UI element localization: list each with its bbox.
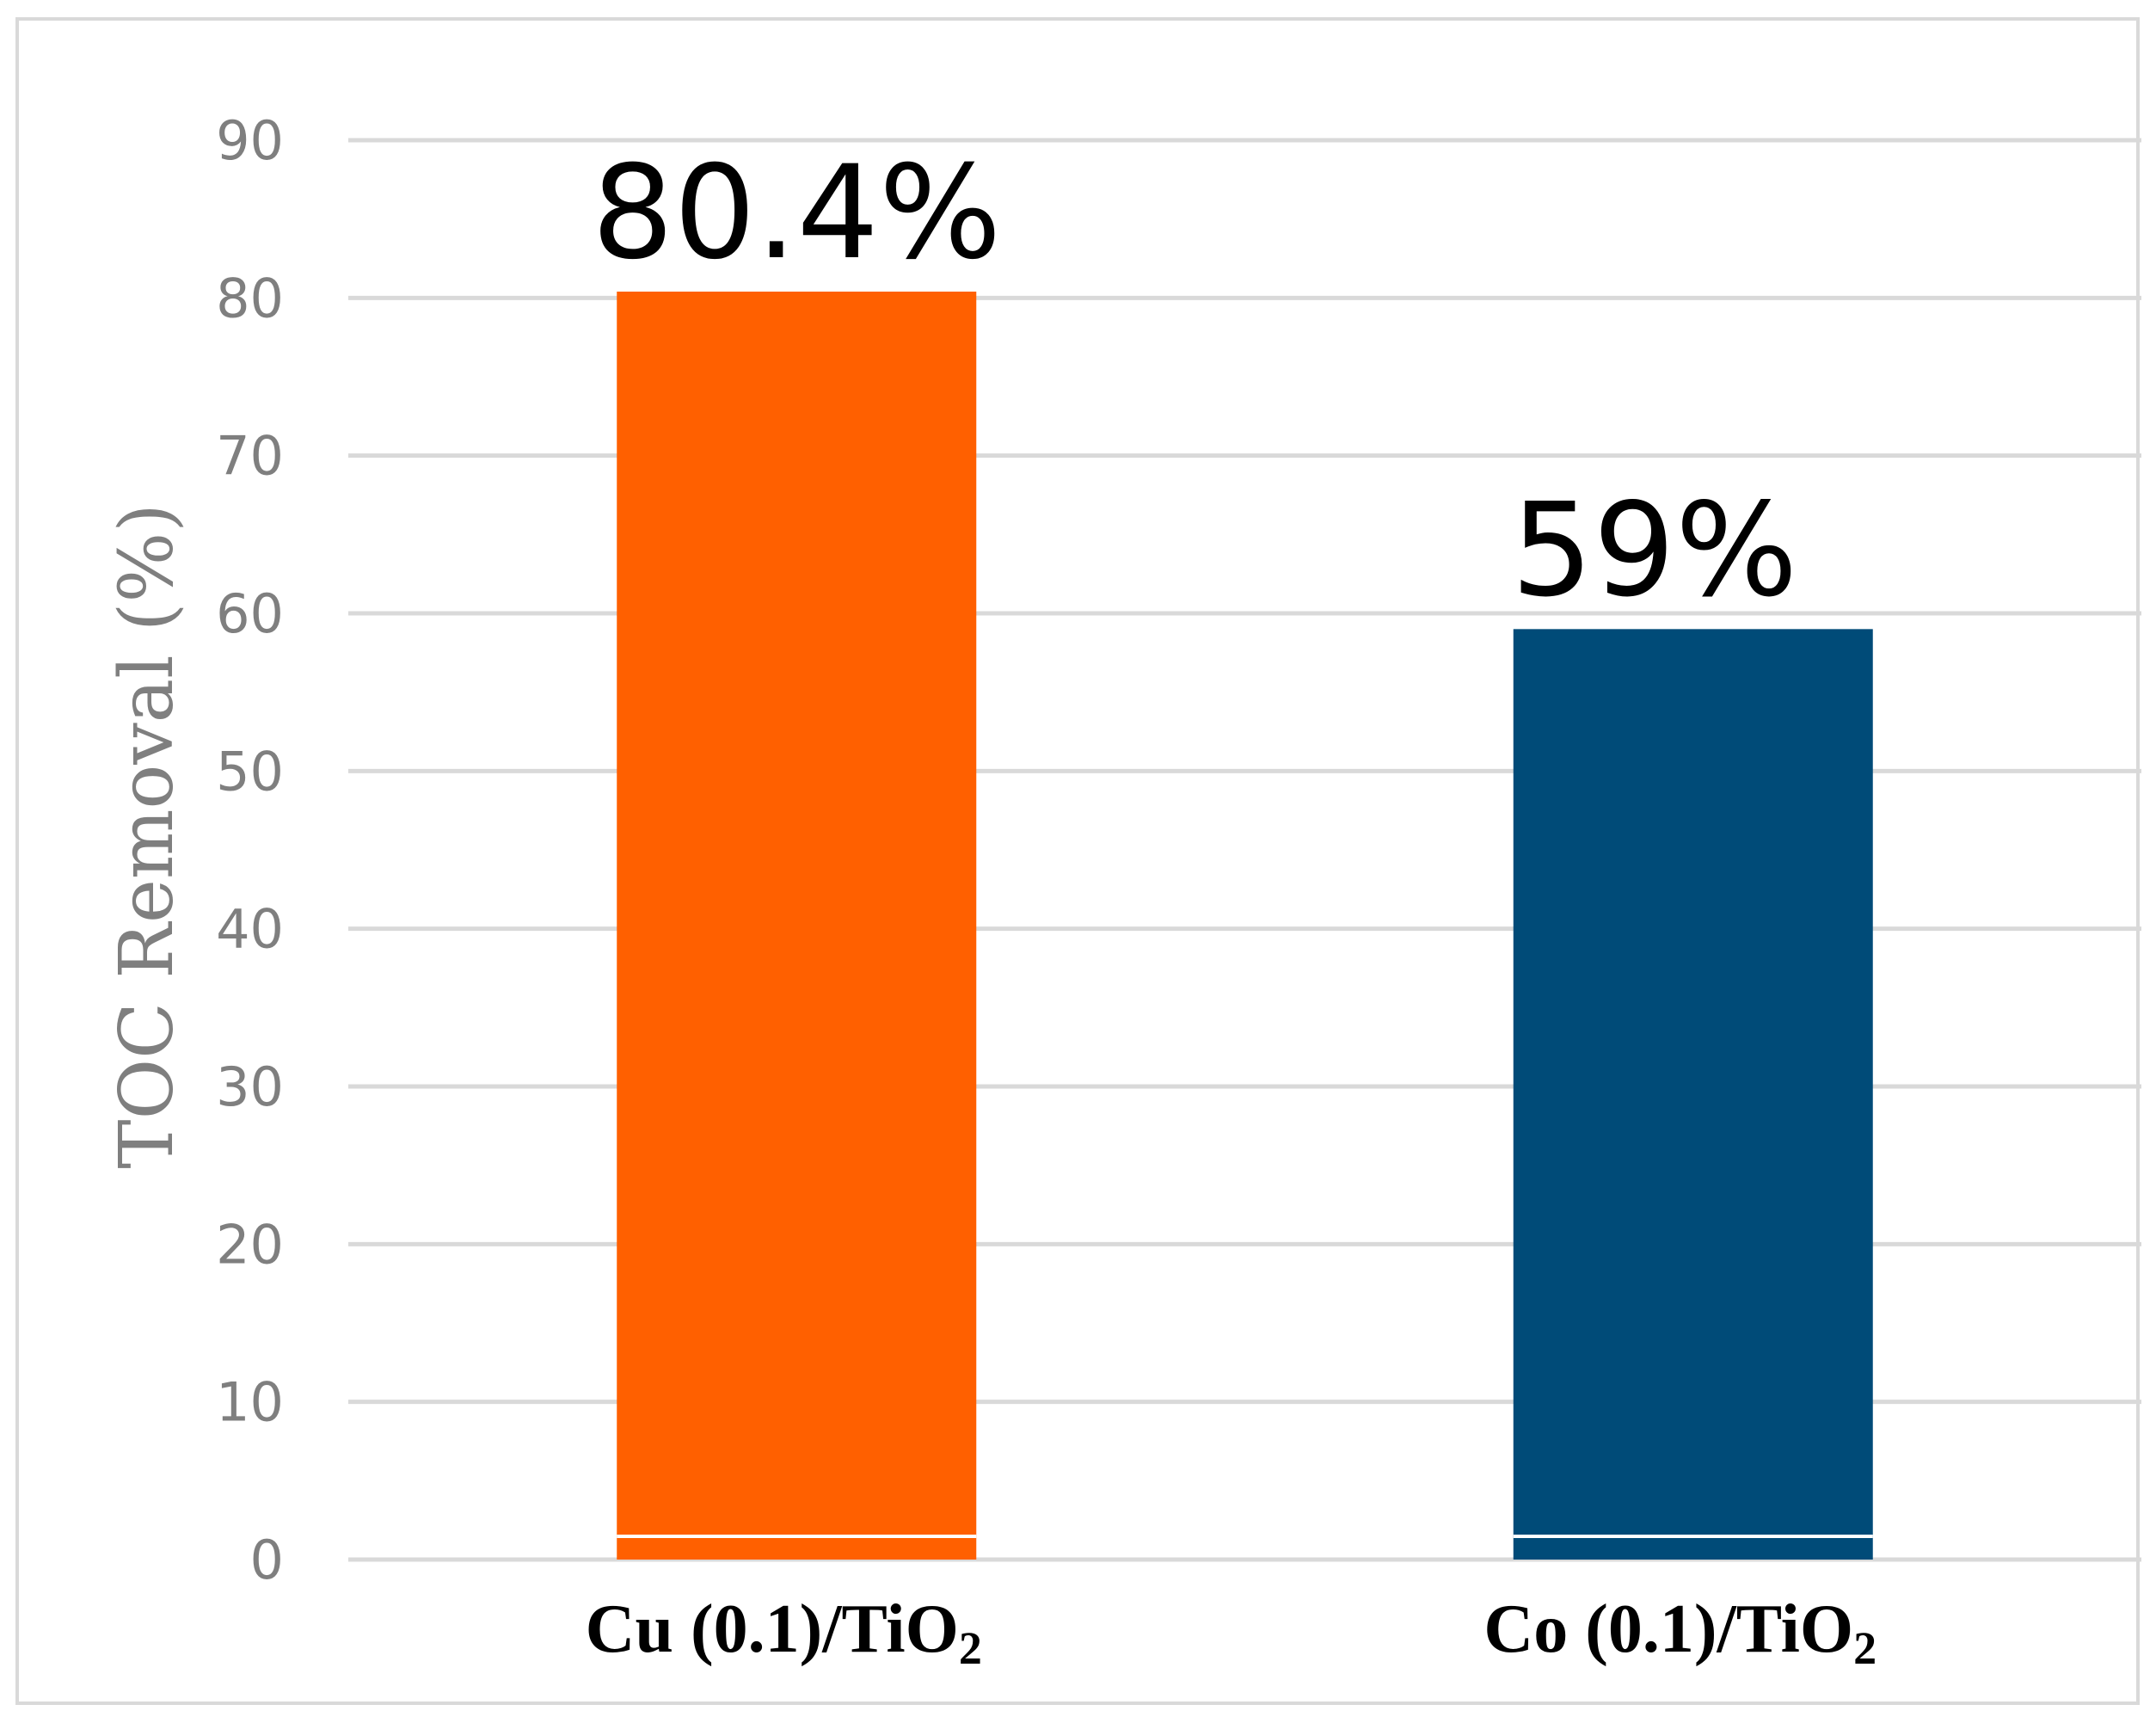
- data-labels: 80.4% 59%: [592, 138, 1797, 625]
- y-tick-label: 40: [216, 898, 284, 961]
- y-tick-label: 30: [216, 1055, 284, 1118]
- y-tick-label: 20: [216, 1213, 284, 1276]
- y-tick-labels: 0 10 20 30 40 50 60 70 80 90: [216, 109, 284, 1591]
- bars: [617, 292, 1873, 1560]
- chart-frame: [15, 17, 2140, 1705]
- category-label: Cu (0.1)/TiO2: [586, 1591, 982, 1674]
- data-label: 59%: [1511, 476, 1797, 625]
- category-labels: Cu (0.1)/TiO2 Co (0.1)/TiO2: [586, 1591, 1877, 1674]
- bar: [1513, 629, 1873, 1560]
- y-axis-title: TOC Removal (%): [104, 503, 190, 1169]
- data-label: 80.4%: [592, 138, 1002, 288]
- y-tick-label: 50: [216, 740, 284, 803]
- y-tick-label: 90: [216, 109, 284, 172]
- y-tick-label: 80: [216, 267, 284, 329]
- y-tick-label: 10: [216, 1371, 284, 1434]
- y-tick-label: 0: [250, 1529, 284, 1591]
- bar: [617, 292, 977, 1560]
- y-tick-label: 70: [216, 425, 284, 488]
- category-label: Co (0.1)/TiO2: [1483, 1591, 1877, 1674]
- y-tick-label: 60: [216, 582, 284, 645]
